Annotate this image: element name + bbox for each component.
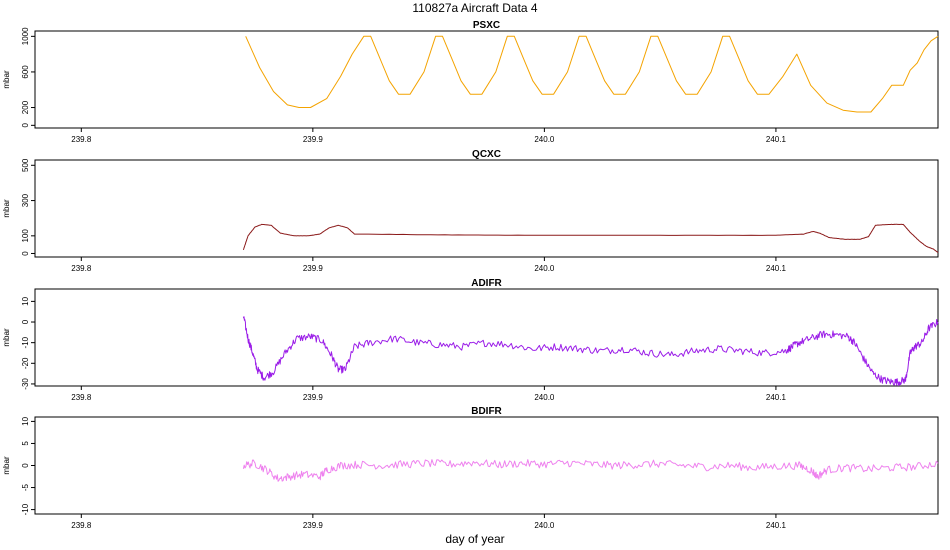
figure-title: 110827a Aircraft Data 4	[412, 1, 538, 15]
y-tick-label: 600	[21, 65, 30, 79]
x-tick-label: 239.8	[71, 264, 92, 273]
panel-qcxc: QCXC mbar 239.8 239.9 240.0 240.1 0 100 300 500	[2, 149, 939, 273]
y-tick-label: 0	[21, 319, 30, 324]
panel-psxc: PSXC mbar 239.8 239.9 240.0 240.1 0 200 600 1000	[2, 20, 939, 144]
x-tick-label: 240.1	[766, 264, 787, 273]
y-axis-label: mbar	[2, 70, 11, 89]
panel-bdifr: BDIFR mbar 239.8 239.9 240.0 240.1 -10 -5 0 5 10	[2, 406, 939, 530]
x-tick-label: 239.8	[71, 393, 92, 402]
y-tick-label: 0	[21, 251, 30, 256]
x-tick-label: 239.9	[303, 521, 324, 530]
panel-title: QCXC	[472, 149, 501, 160]
x-tick-label: 239.9	[303, 393, 324, 402]
plot-frame	[34, 416, 939, 515]
series-line-psxc	[245, 35, 939, 113]
y-tick-label: 5	[21, 441, 30, 446]
x-axis-title: day of year	[445, 532, 504, 546]
y-tick-label: -10	[21, 503, 30, 515]
y-tick-label: -5	[21, 483, 30, 491]
y-tick-label: 10	[21, 296, 30, 305]
series-line-adifr	[242, 316, 939, 387]
x-tick-label: 239.9	[303, 135, 324, 144]
y-axis-label: mbar	[2, 199, 11, 218]
y-tick-label: -30	[21, 378, 30, 390]
y-tick-label: 200	[21, 100, 30, 114]
x-tick-label: 240.0	[534, 393, 555, 402]
y-axis-label: mbar	[2, 328, 11, 347]
y-tick-label: 0	[21, 463, 30, 468]
y-tick-label: 500	[21, 158, 30, 172]
y-tick-label: 0	[21, 123, 30, 128]
x-tick-label: 240.1	[766, 521, 787, 530]
x-tick-label: 239.8	[71, 521, 92, 530]
x-tick-label: 239.8	[71, 135, 92, 144]
y-tick-label: -20	[21, 357, 30, 369]
panel-title: ADIFR	[471, 278, 502, 289]
y-axis-label: mbar	[2, 456, 11, 475]
plot-frame	[34, 159, 939, 258]
plot-frame	[34, 30, 939, 129]
panel-title: BDIFR	[471, 406, 502, 417]
series-line-bdifr	[242, 459, 939, 482]
y-tick-label: 100	[21, 229, 30, 243]
panel-adifr: ADIFR mbar 239.8 239.9 240.0 240.1 -30 -20 -10 0 1…	[2, 278, 939, 402]
x-tick-label: 240.0	[534, 264, 555, 273]
y-tick-label: 10	[21, 416, 30, 425]
x-tick-label: 240.0	[534, 135, 555, 144]
x-tick-label: 239.9	[303, 264, 324, 273]
y-tick-label: -10	[21, 336, 30, 348]
x-tick-label: 240.1	[766, 135, 787, 144]
series-line-qcxc	[242, 223, 939, 253]
y-tick-label: 1000	[21, 27, 30, 45]
x-tick-label: 240.0	[534, 521, 555, 530]
plot-frame	[34, 288, 939, 387]
y-tick-label: 300	[21, 193, 30, 207]
panel-title: PSXC	[473, 20, 500, 31]
x-tick-label: 240.1	[766, 393, 787, 402]
